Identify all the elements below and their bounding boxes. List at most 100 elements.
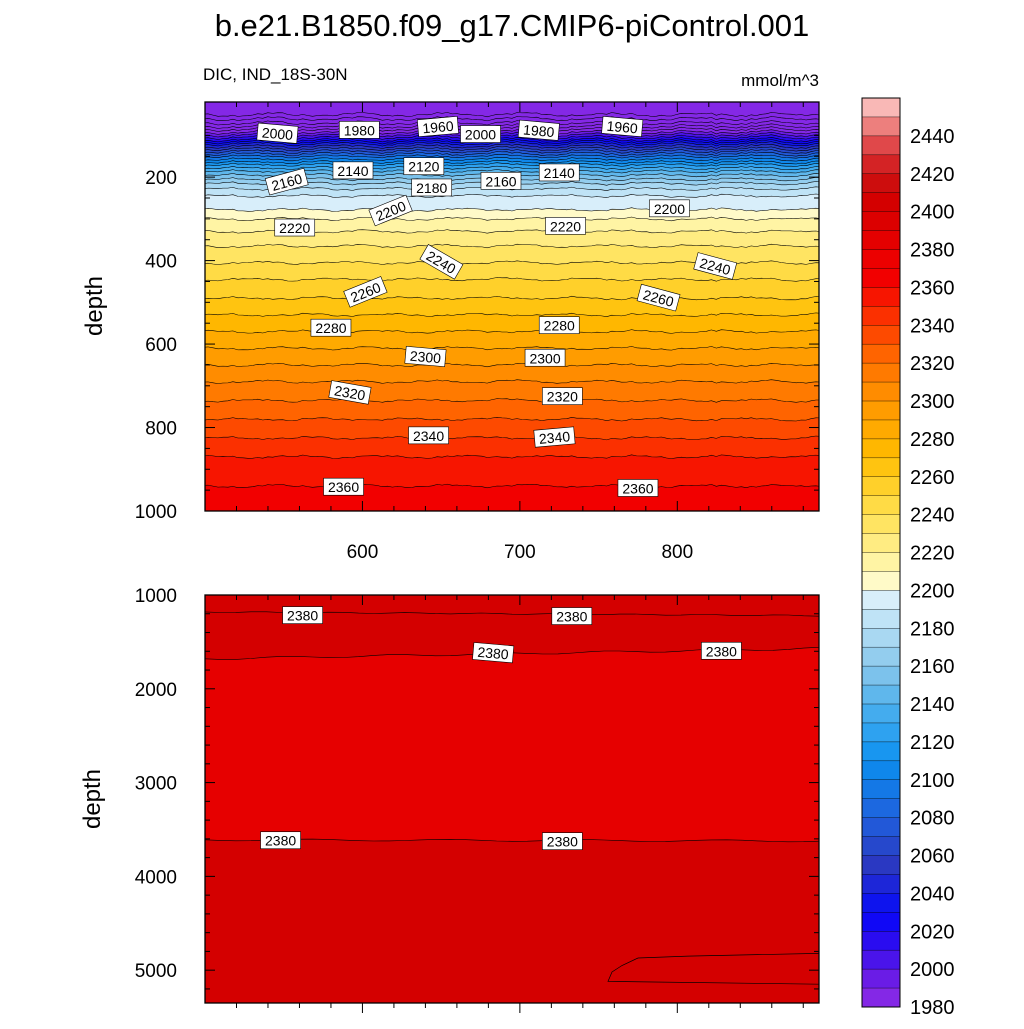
colorbar-swatch — [862, 779, 900, 799]
contour-label-text: 2340 — [538, 428, 571, 447]
contour-line — [205, 112, 819, 118]
contour-label: 2120 — [403, 157, 445, 175]
colorbar-swatch — [862, 344, 900, 364]
contour-line — [205, 417, 819, 422]
contour-label-box — [416, 116, 459, 138]
contour-label: 2220 — [545, 217, 586, 235]
contour-label-text: 1960 — [606, 118, 639, 137]
contour-label-box — [480, 171, 522, 190]
contour-label-box — [274, 218, 316, 237]
colorbar-swatch — [862, 912, 900, 932]
contour-label-box — [649, 199, 690, 218]
contour-label-text: 2380 — [265, 833, 296, 849]
panel-left-label: DIC, IND_18S-30N — [203, 65, 348, 84]
contour-label: 2160 — [264, 167, 309, 196]
contour-line — [205, 151, 819, 157]
colorbar-swatch — [862, 666, 900, 686]
contour-label: 2300 — [524, 348, 566, 367]
contour-label-text: 2380 — [547, 834, 578, 850]
contour-label-text: 2160 — [270, 170, 304, 194]
contour-label-box — [332, 161, 374, 180]
colorbar-swatch — [862, 268, 900, 288]
upper-deep-zone — [205, 595, 819, 660]
contour-label-text: 2200 — [654, 201, 685, 217]
y-tick-label: 200 — [145, 168, 177, 189]
contour-line — [205, 435, 819, 441]
contour-label: 2180 — [411, 178, 453, 197]
colorbar-swatch — [862, 798, 900, 818]
upper-contour-labels: 2000 1980 1960 2000 1980 1960 2140 2120 2160 2160… — [256, 116, 738, 497]
contour-label-box — [701, 641, 742, 660]
contour-label-text: 2340 — [413, 428, 444, 444]
contour-line — [205, 139, 819, 145]
colorbar-swatch — [862, 988, 900, 1008]
contour-label-text: 2140 — [337, 163, 368, 179]
contour-line — [205, 454, 819, 459]
contour-label-text: 2360 — [622, 480, 653, 496]
colorbar-swatch — [862, 287, 900, 307]
contour-label-box — [693, 252, 738, 280]
colorbar-swatch — [862, 552, 900, 572]
colorbar-label: 2260 — [910, 467, 955, 489]
colorbar-swatch — [862, 476, 900, 496]
contour-line — [205, 126, 819, 132]
units-label: mmol/m^3 — [741, 71, 819, 90]
colorbar-swatch — [862, 590, 900, 610]
contour-label-box — [472, 642, 515, 664]
colorbar-swatch — [862, 817, 900, 837]
contour-label-box — [538, 163, 580, 182]
contour-label-text: 2140 — [544, 165, 575, 181]
contour-label-text: 2180 — [416, 180, 447, 196]
contour-label-text: 2300 — [409, 348, 442, 367]
contour-label-box — [368, 194, 413, 227]
y-tick-label: 800 — [145, 419, 177, 440]
contour-line — [205, 141, 819, 147]
colorbar-swatch — [862, 893, 900, 913]
contour-label: 1980 — [517, 119, 560, 141]
contour-label-text: 2280 — [544, 318, 575, 334]
colorbar-swatch — [862, 211, 900, 231]
contour-label: 2320 — [328, 380, 372, 405]
contour-label-box — [411, 178, 453, 197]
colorbar-label: 2000 — [910, 959, 955, 981]
x-tick-label: 800 — [661, 542, 693, 563]
colorbar-label: 2180 — [910, 618, 955, 640]
colorbar-swatch — [862, 950, 900, 970]
colorbar-label: 2020 — [910, 921, 955, 943]
contour-line — [205, 329, 819, 334]
colorbar-label: 2060 — [910, 846, 955, 868]
contour-line — [205, 116, 819, 122]
colorbar-swatch — [862, 931, 900, 951]
contour-line — [205, 162, 819, 167]
contour-label: 2380 — [282, 606, 323, 624]
y-tick-label: 1000 — [135, 586, 177, 607]
colorbar-swatch — [862, 647, 900, 667]
contour-line — [205, 398, 819, 403]
contour-label: 2280 — [310, 318, 352, 337]
colorbar-label: 2160 — [910, 656, 955, 678]
colorbar-label: 2040 — [910, 883, 955, 905]
contour-label-text: 2380 — [556, 609, 587, 625]
y-tick-label: 400 — [145, 252, 177, 273]
contour-label-box — [533, 426, 576, 448]
contour-label: 2000 — [256, 122, 299, 144]
colorbar-swatch — [862, 325, 900, 345]
contour-label: 2140 — [332, 161, 374, 180]
lower-contour-labels: 2380 2380 2380 2380 2380 2380 — [260, 606, 742, 850]
upper-plot-frame — [204, 101, 820, 512]
contour-label-box — [542, 387, 583, 405]
contour-label-text: 2000 — [465, 127, 496, 143]
contour-line — [205, 838, 819, 843]
contour-label: 1980 — [338, 121, 380, 139]
contour-label-box — [551, 607, 593, 625]
colorbar-swatch — [862, 116, 900, 137]
colorbar-frame — [861, 97, 901, 1008]
contour-line — [205, 216, 819, 222]
contour-label: 2380 — [551, 607, 593, 625]
contour-label-text: 2220 — [279, 220, 310, 236]
colorbar-swatch — [862, 192, 900, 212]
colorbar-label: 2340 — [910, 315, 955, 337]
contour-line — [205, 143, 819, 149]
contour-line — [205, 137, 819, 143]
